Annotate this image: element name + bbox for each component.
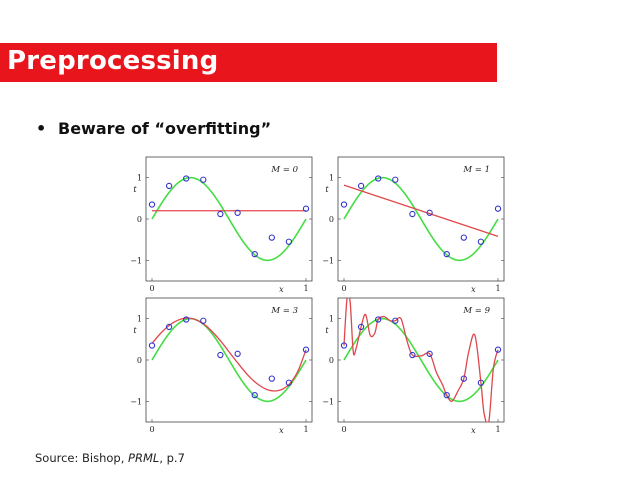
data-point (340, 342, 348, 349)
panel-title: M = 9 (462, 306, 490, 316)
data-point (285, 238, 293, 245)
data-point (200, 176, 207, 183)
y-tick-label: −1 (130, 397, 142, 406)
data-point (375, 175, 382, 182)
panel-title: M = 3 (270, 306, 298, 316)
panel-title: M = 0 (270, 165, 298, 175)
data-point (443, 250, 450, 258)
ground-truth-curve (151, 176, 307, 262)
data-point (392, 176, 399, 183)
data-point (217, 210, 224, 218)
data-point (426, 350, 433, 357)
y-tick-label: 0 (329, 356, 334, 365)
data-point (148, 201, 156, 208)
fitted-curve (151, 317, 307, 392)
panel-title: M = 1 (462, 165, 490, 175)
title-bar: Preprocessing (0, 43, 497, 82)
x-tick-label: 1 (303, 284, 308, 293)
ground-truth-curve (343, 176, 499, 262)
data-point (302, 205, 310, 212)
y-tick-label: 0 (137, 215, 142, 224)
data-point (409, 351, 416, 359)
data-point (251, 391, 258, 399)
data-point (477, 379, 485, 386)
fitted-curve (343, 184, 499, 237)
source-suffix: , p.7 (159, 451, 185, 465)
x-tick-label: 0 (149, 425, 154, 434)
data-point (285, 379, 293, 386)
y-axis-label: t (325, 326, 329, 335)
bullet-item: • Beware of “overfitting” (36, 119, 271, 138)
x-tick-label: 0 (341, 425, 346, 434)
y-axis-label: t (325, 185, 329, 194)
data-point (460, 234, 467, 241)
data-point (268, 234, 275, 241)
data-point (165, 323, 173, 331)
y-tick-label: −1 (130, 256, 142, 265)
y-tick-label: −1 (322, 256, 334, 265)
data-point (251, 250, 258, 258)
x-axis-label: x (279, 426, 284, 435)
ground-truth-curve (343, 317, 499, 403)
ground-truth-curve (151, 317, 307, 403)
fitted-curve (343, 298, 499, 422)
data-point (234, 350, 241, 357)
x-tick-label: 1 (495, 284, 500, 293)
x-axis-label: x (471, 285, 476, 294)
y-tick-label: 0 (137, 356, 142, 365)
data-point (357, 182, 365, 190)
data-point (494, 205, 502, 212)
y-tick-label: 1 (137, 174, 142, 183)
data-point (426, 209, 433, 216)
data-point (302, 346, 310, 353)
x-tick-label: 0 (341, 284, 346, 293)
data-point (357, 323, 365, 331)
x-tick-label: 1 (495, 425, 500, 434)
data-point (148, 342, 156, 349)
panel-frame (337, 297, 505, 423)
data-point (460, 375, 467, 382)
data-point (409, 210, 416, 218)
data-point (340, 201, 348, 208)
x-tick-label: 0 (149, 284, 154, 293)
data-point (375, 316, 382, 323)
y-tick-label: −1 (322, 397, 334, 406)
data-point (494, 346, 502, 353)
source-prefix: Source: Bishop, (35, 451, 129, 465)
data-point (234, 209, 241, 216)
x-axis-label: x (471, 426, 476, 435)
data-point (477, 238, 485, 245)
data-point (443, 391, 450, 399)
y-tick-label: 1 (329, 174, 334, 183)
data-point (200, 317, 207, 324)
data-point (268, 375, 275, 382)
bullet-mark: • (36, 119, 47, 138)
data-point (183, 316, 190, 323)
y-axis-label: t (133, 185, 137, 194)
y-tick-label: 1 (329, 315, 334, 324)
source-citation: Source: Bishop, PRML, p.7 (35, 451, 185, 465)
y-tick-label: 1 (137, 315, 142, 324)
data-point (183, 175, 190, 182)
slide-title: Preprocessing (7, 46, 219, 76)
y-tick-label: 0 (329, 215, 334, 224)
data-point (217, 351, 224, 359)
data-point (392, 317, 399, 324)
bullet-text: Beware of “overfitting” (58, 119, 272, 138)
y-axis-label: t (133, 326, 137, 335)
data-point (165, 182, 173, 190)
x-axis-label: x (279, 285, 284, 294)
x-tick-label: 1 (303, 425, 308, 434)
source-book: PRML (128, 451, 160, 465)
